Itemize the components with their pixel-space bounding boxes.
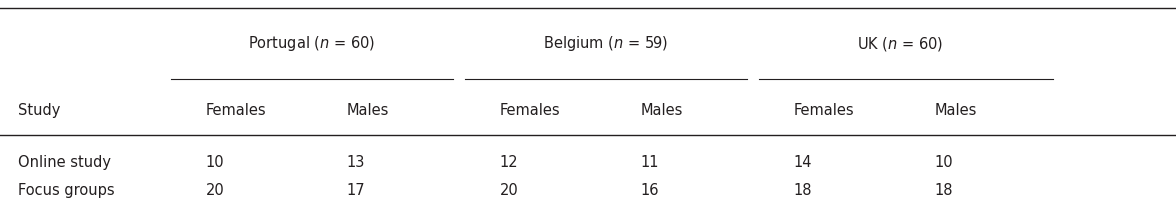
Text: 20: 20 <box>206 183 225 198</box>
Text: 17: 17 <box>347 183 366 198</box>
Text: Study: Study <box>18 103 60 118</box>
Text: 18: 18 <box>935 183 954 198</box>
Text: 12: 12 <box>500 155 519 170</box>
Text: 20: 20 <box>500 183 519 198</box>
Text: Focus groups: Focus groups <box>18 183 114 198</box>
Text: 10: 10 <box>206 155 225 170</box>
Text: Males: Males <box>641 103 683 118</box>
Text: Females: Females <box>794 103 855 118</box>
Text: 18: 18 <box>794 183 813 198</box>
Text: Portugal ($\it{n}$ = 60): Portugal ($\it{n}$ = 60) <box>248 34 375 53</box>
Text: UK ($\it{n}$ = 60): UK ($\it{n}$ = 60) <box>856 35 943 52</box>
Text: 13: 13 <box>347 155 366 170</box>
Text: 14: 14 <box>794 155 813 170</box>
Text: 11: 11 <box>641 155 660 170</box>
Text: 16: 16 <box>641 183 660 198</box>
Text: Males: Males <box>935 103 977 118</box>
Text: Belgium ($\it{n}$ = 59): Belgium ($\it{n}$ = 59) <box>543 34 668 53</box>
Text: Females: Females <box>500 103 561 118</box>
Text: Females: Females <box>206 103 267 118</box>
Text: Online study: Online study <box>18 155 111 170</box>
Text: Males: Males <box>347 103 389 118</box>
Text: 10: 10 <box>935 155 954 170</box>
